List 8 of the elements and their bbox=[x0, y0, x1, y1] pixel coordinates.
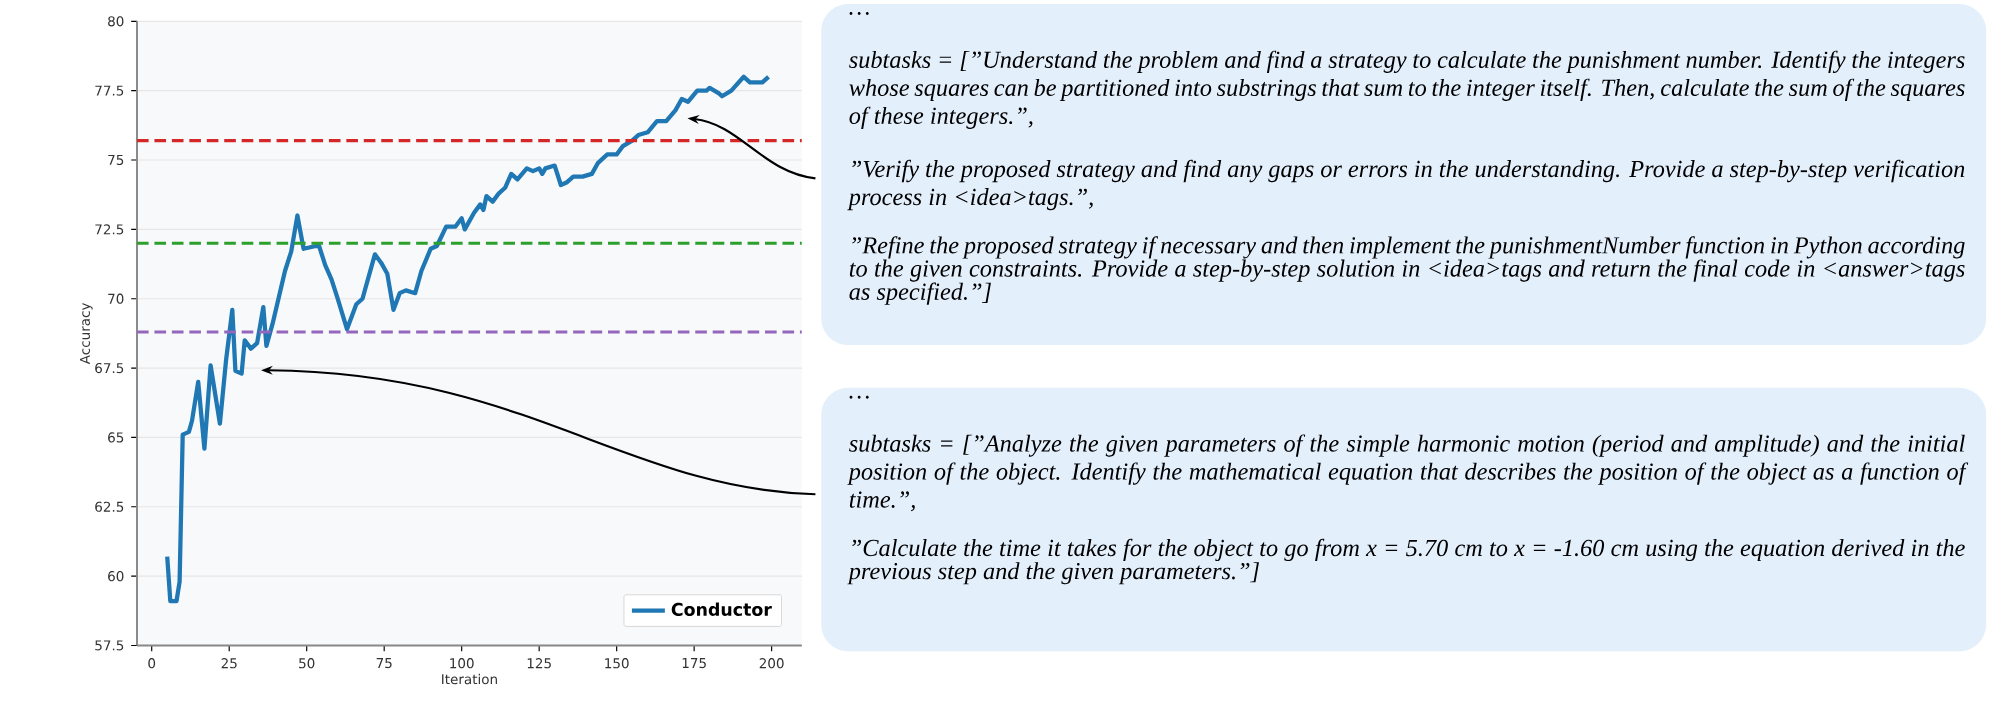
text: … bbox=[849, 396, 869, 399]
text: … bbox=[849, 12, 869, 16]
text: ”Verify the proposed strategy and find any gaps or errors in the understanding. Provide a step-by-step verification process in <idea>tags.”, bbox=[847, 160, 1965, 211]
text: ”Refine the proposed strategy if necessary and then implement the punishmentNumber function in Python according to the given constraints. Provide a step-by-step solution in <idea>tags and return the final code in <answer>tags as specified.”] bbox=[849, 236, 1965, 306]
text: subtasks = [”Understand the problem and find a strategy to calculate the punishment number. Identify the integers whose squares can be partitioned into substrings that sum to the integer itself. Then, calculate the sum of the squares of these integers.”, bbox=[849, 50, 1965, 130]
legend-label: Conductor bbox=[671, 602, 772, 617]
text: subtasks = [”Analyze the given parameters of the simple harmonic motion (period and amplitude) and the initial position of the object. Identify the mathematical equation that describes the position of the object as a function of time.”, bbox=[847, 434, 1969, 512]
text: ”Calculate the time it takes for the object to go from x = 5.70 cm to x = -1.60 cm using the equation derived in the previous step and the given parameters.”] bbox=[847, 539, 1965, 585]
